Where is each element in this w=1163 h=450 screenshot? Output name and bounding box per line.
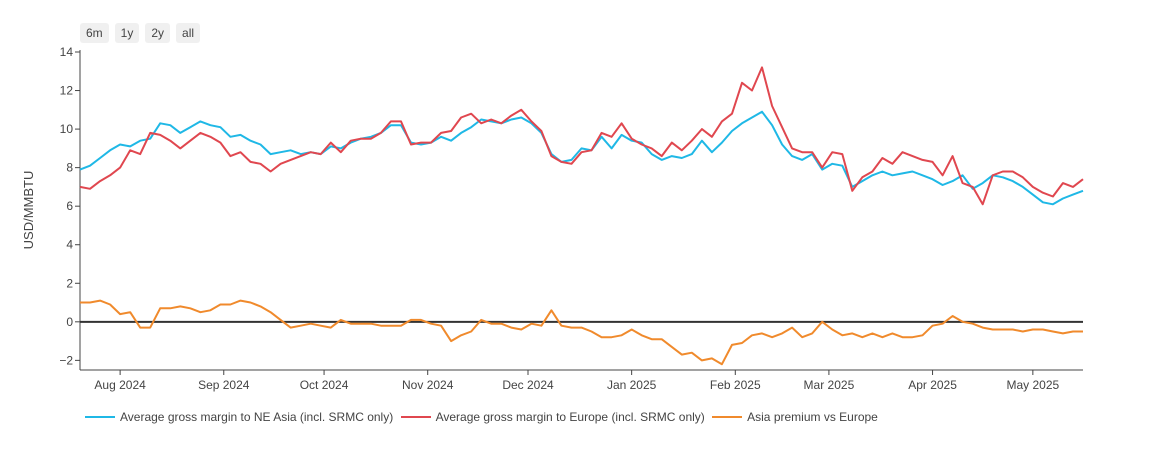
series-line-ne-asia[interactable] xyxy=(79,110,1084,206)
plot-area[interactable] xyxy=(79,66,1084,366)
x-tick-label: Oct 2024 xyxy=(300,378,349,392)
series-line-europe[interactable] xyxy=(79,66,1084,206)
x-tick-label: Aug 2024 xyxy=(94,378,146,392)
x-tick-label: Feb 2025 xyxy=(710,378,761,392)
legend-label-ne-asia: Average gross margin to NE Asia (incl. S… xyxy=(120,410,394,424)
y-tick-label: 4 xyxy=(66,238,73,252)
range-button-6m[interactable]: 6m xyxy=(80,23,109,43)
legend-item-asia-premium[interactable]: Asia premium vs Europe xyxy=(712,410,878,424)
legend: Average gross margin to NE Asia (incl. S… xyxy=(85,407,903,427)
x-tick-label: Apr 2025 xyxy=(908,378,957,392)
x-tick-label: Sep 2024 xyxy=(198,378,250,392)
y-tick-label: −2 xyxy=(59,353,73,367)
range-button-all[interactable]: all xyxy=(176,23,201,43)
x-tick-label: Mar 2025 xyxy=(804,378,855,392)
legend-swatch-asia-premium xyxy=(712,416,743,418)
range-button-1y[interactable]: 1y xyxy=(114,23,140,43)
legend-swatch-ne-asia xyxy=(85,416,115,418)
series-line-asia-premium[interactable] xyxy=(80,299,1083,366)
legend-item-europe[interactable]: Average gross margin to Europe (incl. SR… xyxy=(400,410,705,424)
x-tick-label: Dec 2024 xyxy=(502,378,554,392)
y-axis-title: USD/MMBTU xyxy=(21,171,36,250)
y-tick-label: 0 xyxy=(66,315,73,329)
x-tick-label: May 2025 xyxy=(1006,378,1059,392)
line-chart[interactable]: 14 12 10 8 6 4 2 0 −2 Aug 2024 Sep 2024 Oct 2024 Nov… xyxy=(0,0,1163,400)
y-tick-label: 8 xyxy=(66,161,73,175)
legend-item-ne-asia[interactable]: Average gross margin to NE Asia (incl. S… xyxy=(85,410,393,424)
axes: 14 12 10 8 6 4 2 0 −2 Aug 2024 Sep 2024 Oct 2024 Nov… xyxy=(59,45,1083,392)
y-tick-label: 14 xyxy=(60,45,74,59)
y-tick-label: 10 xyxy=(60,122,74,136)
y-tick-label: 2 xyxy=(66,276,73,290)
legend-label-asia-premium: Asia premium vs Europe xyxy=(747,410,878,424)
x-tick-label: Jan 2025 xyxy=(607,378,657,392)
y-tick-label: 6 xyxy=(66,199,73,213)
legend-label-europe: Average gross margin to Europe (incl. SR… xyxy=(435,410,705,424)
legend-swatch-europe xyxy=(400,416,431,418)
x-tick-label: Nov 2024 xyxy=(402,378,454,392)
range-button-2y[interactable]: 2y xyxy=(145,23,171,43)
y-tick-label: 12 xyxy=(60,84,74,98)
range-selector: 6m 1y 2y all xyxy=(80,23,201,43)
